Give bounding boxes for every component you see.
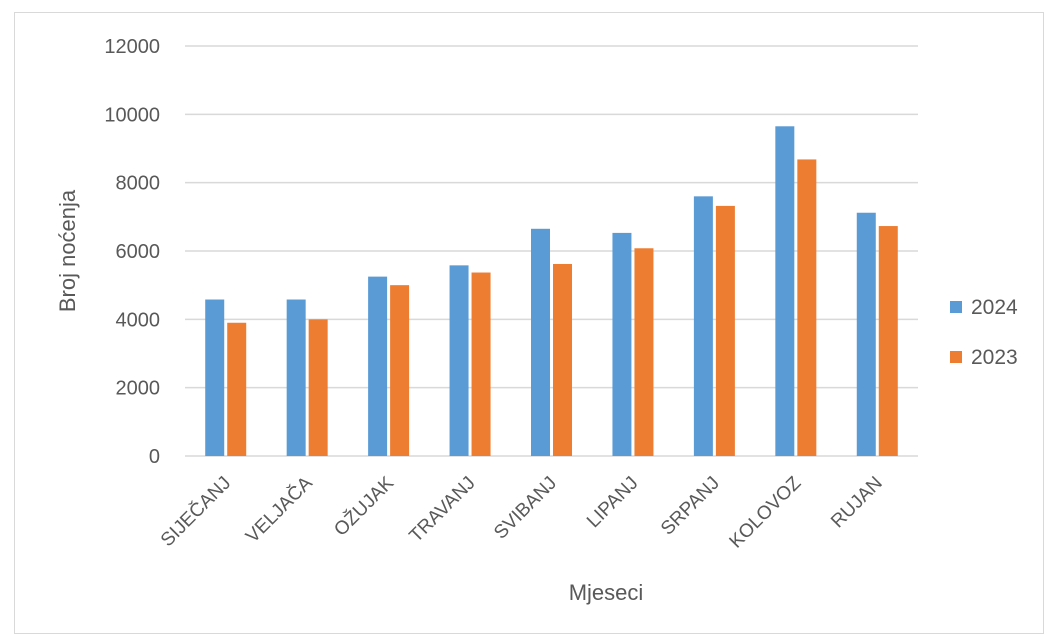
bar-2023-3 [471,272,491,456]
bar-2023-2 [390,285,410,456]
bars [205,126,898,457]
y-tick-labels: 0 2000 4000 6000 8000 10000 12000 [104,36,160,468]
bar-2024-4 [531,228,550,456]
bar-2024-2 [368,276,388,456]
x-category-label: TRAVANJ [406,473,480,547]
y-tick-label: 10000 [104,104,160,126]
bar-2024-5 [612,232,632,456]
y-tick-label: 8000 [116,173,161,195]
y-tick-label: 2000 [116,378,161,400]
x-category-label: SIJEČANJ [156,472,235,551]
legend: 2024 2023 [950,296,1018,369]
x-category-label: OŽUJAK [330,472,399,541]
bar-2023-1 [308,319,328,456]
bar-2023-7 [797,159,817,456]
x-category-label: KOLOVOZ [726,472,806,552]
bar-2024-3 [449,265,469,456]
bar-2023-6 [715,205,735,456]
legend-swatch-2023 [950,351,962,363]
bar-2023-8 [878,226,898,456]
x-category-label: SVIBANJ [490,473,561,544]
x-category-label: RUJAN [827,473,887,533]
y-axis-title: Broj noćenja [55,189,80,312]
bar-2023-4 [553,263,572,456]
bar-2024-0 [205,299,225,456]
x-category-label: SRPANJ [657,473,724,540]
legend-swatch-2024 [950,301,962,313]
y-tick-label: 12000 [104,36,160,58]
bar-2024-6 [693,196,713,457]
y-tick-label: 4000 [116,309,161,331]
x-category-label: VELJAČA [241,472,317,548]
bar-2023-0 [227,322,247,456]
bar-2024-1 [286,299,306,456]
x-category-labels: SIJEČANJ VELJAČA OŽUJAK TRAVANJ SVIBANJ LIPAN… [156,472,887,553]
x-category-label: LIPANJ [583,473,642,532]
y-tick-label: 6000 [116,241,161,263]
gridlines [185,45,918,457]
bar-2024-7 [775,126,795,457]
legend-label: 2023 [971,346,1018,369]
legend-label: 2024 [971,296,1018,319]
x-axis-title: Mjeseci [569,580,644,605]
bar-2023-5 [634,248,654,456]
bar-2024-8 [856,212,876,456]
y-tick-label: 0 [149,446,160,468]
